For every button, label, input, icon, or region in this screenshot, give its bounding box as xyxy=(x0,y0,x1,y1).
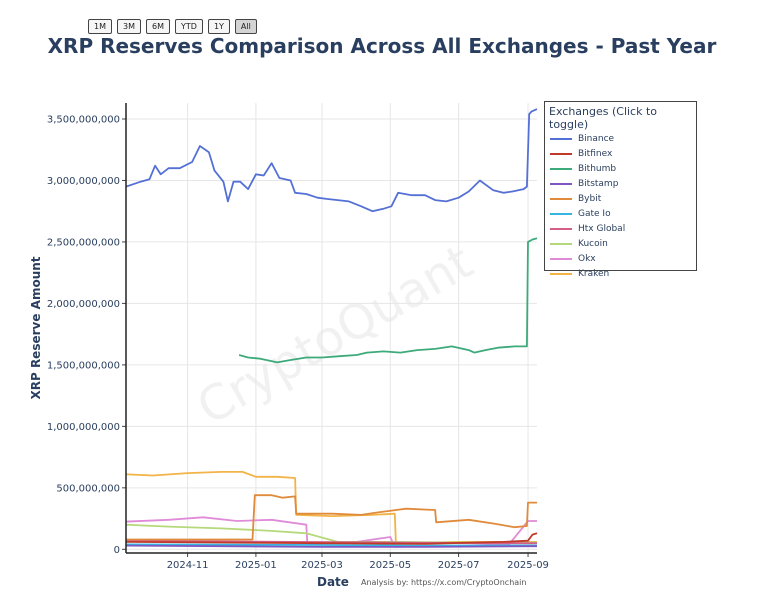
legend-swatch xyxy=(550,167,572,170)
range-selector: 1M 3M 6M YTD 1Y All xyxy=(88,19,257,34)
legend-swatch xyxy=(550,152,572,155)
range-button-1y[interactable]: 1Y xyxy=(207,19,230,34)
legend-items: Binance Bitfinex Bithumb Bitstamp Bybit Gate … xyxy=(545,131,696,281)
y-tick-labels: 0 500,000,000 1,000,000,000 1,500,000,000 2,… xyxy=(47,114,120,555)
series-line-bitstamp xyxy=(125,544,538,548)
legend-swatch xyxy=(550,197,572,200)
legend-item-htx-global[interactable]: Htx Global xyxy=(545,221,696,236)
x-tick-label: 2025-05 xyxy=(369,560,411,571)
legend-item-bitstamp[interactable]: Bitstamp xyxy=(545,176,696,191)
series-line-bybit xyxy=(126,494,537,541)
series-line-kraken xyxy=(125,470,537,545)
legend-swatch xyxy=(550,242,572,245)
legend-label: Gate Io xyxy=(578,208,611,219)
legend-swatch xyxy=(550,137,572,140)
y-tick-label: 1,500,000,000 xyxy=(47,360,120,371)
grid xyxy=(126,103,537,553)
series-line-binance xyxy=(125,108,538,213)
legend-item-gate-io[interactable]: Gate Io xyxy=(545,206,696,221)
legend-item-bybit[interactable]: Bybit xyxy=(545,191,696,206)
legend-swatch xyxy=(550,227,572,230)
legend-label: Bitfinex xyxy=(578,148,613,159)
legend-item-bithumb[interactable]: Bithumb xyxy=(545,161,696,176)
series-line-bitfinex xyxy=(125,532,538,545)
legend-swatch xyxy=(550,182,572,185)
legend-label: Bithumb xyxy=(578,163,617,174)
series-layer xyxy=(125,108,538,548)
axes xyxy=(122,103,537,557)
range-button-ytd[interactable]: YTD xyxy=(175,19,203,34)
legend-label: Binance xyxy=(578,133,615,144)
series-line-bithumb xyxy=(238,237,538,364)
x-tick-label: 2025-03 xyxy=(301,560,343,571)
y-tick-label: 2,000,000,000 xyxy=(47,299,120,310)
y-tick-label: 2,500,000,000 xyxy=(47,237,120,248)
legend: Exchanges (Click to toggle) Binance Bitfi… xyxy=(544,101,697,279)
legend-label: Kraken xyxy=(578,268,610,279)
range-button-6m[interactable]: 6M xyxy=(146,19,170,34)
x-tick-label: 2025-01 xyxy=(235,560,277,571)
series-line-gate-io xyxy=(125,543,538,547)
x-axis-label: Date xyxy=(317,575,349,589)
x-tick-label: 2025-09 xyxy=(507,560,549,571)
legend-item-bitfinex[interactable]: Bitfinex xyxy=(545,146,696,161)
legend-label: Bitstamp xyxy=(578,178,619,189)
source-note: Analysis by: https://x.com/CryptoOnchain xyxy=(361,578,527,587)
y-axis-label: XRP Reserve Amount xyxy=(29,256,43,400)
legend-item-okx[interactable]: Okx xyxy=(545,251,696,266)
legend-label: Bybit xyxy=(578,193,602,204)
legend-item-kucoin[interactable]: Kucoin xyxy=(545,236,696,251)
y-tick-label: 1,000,000,000 xyxy=(47,422,120,433)
legend-swatch xyxy=(550,257,572,260)
range-button-3m[interactable]: 3M xyxy=(117,19,141,34)
chart-title: XRP Reserves Comparison Across All Excha… xyxy=(47,34,717,58)
x-tick-label: 2025-07 xyxy=(438,560,480,571)
range-button-all[interactable]: All xyxy=(234,19,257,34)
legend-label: Okx xyxy=(578,253,596,264)
y-tick-label: 3,500,000,000 xyxy=(47,114,120,125)
x-tick-labels: 2024-11 2025-01 2025-03 2025-05 2025-07 2025-… xyxy=(167,560,549,571)
x-tick-label: 2024-11 xyxy=(167,560,209,571)
range-button-1m[interactable]: 1M xyxy=(88,19,112,34)
legend-label: Htx Global xyxy=(578,223,626,234)
legend-item-kraken[interactable]: Kraken xyxy=(545,266,696,281)
legend-item-binance[interactable]: Binance xyxy=(545,131,696,146)
y-tick-label: 0 xyxy=(114,545,120,556)
y-tick-label: 500,000,000 xyxy=(56,483,120,494)
y-tick-label: 3,000,000,000 xyxy=(47,176,120,187)
series-line-htx-global xyxy=(125,539,537,545)
legend-swatch xyxy=(550,212,572,215)
legend-swatch xyxy=(550,272,572,275)
legend-label: Kucoin xyxy=(578,238,608,249)
legend-title: Exchanges (Click to toggle) xyxy=(549,105,658,131)
